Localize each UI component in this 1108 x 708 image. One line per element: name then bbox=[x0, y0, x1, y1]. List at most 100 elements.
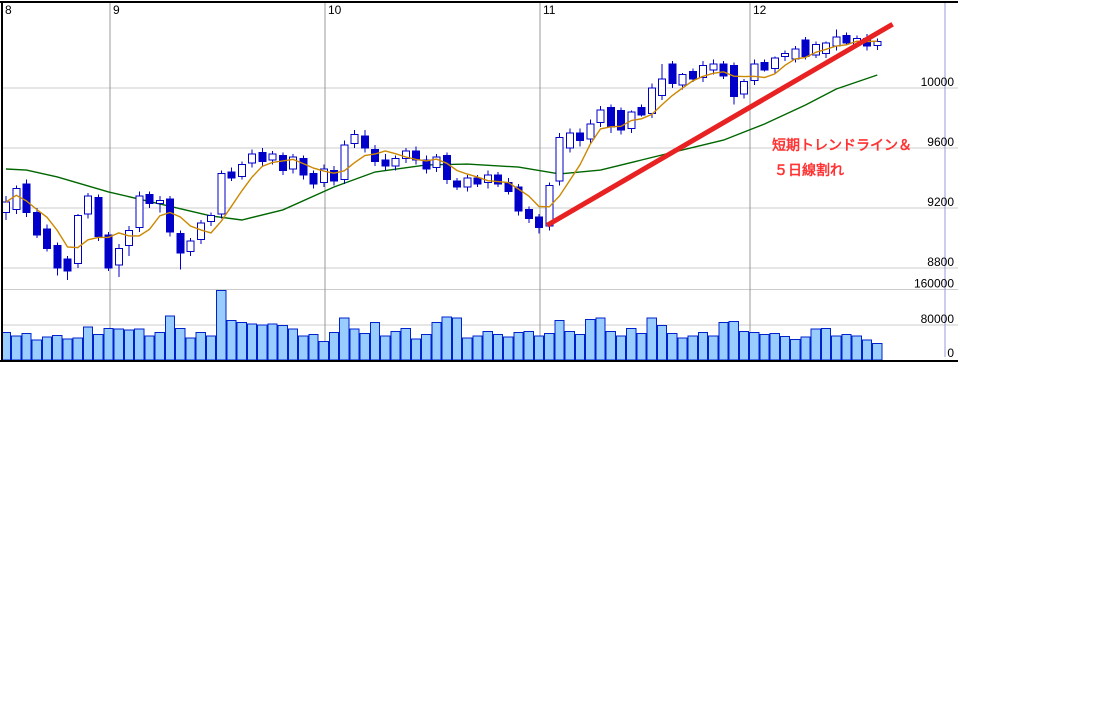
volume-axis-label: 0 bbox=[947, 346, 954, 360]
volume-bar bbox=[113, 328, 124, 361]
candle-up bbox=[73, 215, 82, 264]
volume-bar bbox=[574, 333, 586, 361]
candle-down bbox=[94, 197, 103, 237]
candle-down bbox=[514, 186, 523, 212]
volume-bar bbox=[749, 332, 760, 361]
volume-bar bbox=[216, 289, 227, 361]
volume-bar bbox=[708, 335, 719, 361]
volume-bar bbox=[831, 335, 842, 361]
volume-bar bbox=[164, 315, 176, 361]
candle-down bbox=[32, 212, 41, 236]
volume-bar bbox=[492, 333, 504, 361]
candle-up bbox=[237, 164, 246, 177]
volume-bar bbox=[31, 339, 42, 361]
volume-bar bbox=[615, 335, 627, 361]
volume-bar bbox=[11, 335, 22, 361]
trendline-annotation-line2: ５日線割れ bbox=[774, 162, 844, 178]
candle-up bbox=[463, 177, 472, 188]
candle-down bbox=[668, 63, 677, 84]
x-axis-label: 9 bbox=[113, 3, 120, 17]
candle-down bbox=[166, 198, 174, 233]
volume-bar bbox=[400, 327, 411, 361]
price-axis-label: 10000 bbox=[921, 75, 955, 89]
candle-down bbox=[381, 159, 390, 167]
volume-bar bbox=[144, 335, 155, 361]
volume-bar bbox=[564, 330, 575, 361]
candle-up bbox=[699, 65, 707, 78]
candle-up bbox=[401, 150, 410, 159]
volume-bar bbox=[544, 333, 555, 361]
candle-down bbox=[494, 174, 502, 185]
candle-down bbox=[688, 71, 697, 80]
volume-bar bbox=[605, 330, 616, 361]
candle-up bbox=[740, 80, 748, 95]
candle-up bbox=[207, 215, 215, 222]
volume-bar bbox=[308, 333, 319, 361]
volume-bar bbox=[472, 335, 483, 361]
candle-up bbox=[289, 156, 297, 170]
volume-bar bbox=[226, 319, 237, 361]
candle-down bbox=[176, 233, 185, 254]
volume-bar bbox=[554, 319, 565, 361]
volume-bar bbox=[195, 332, 206, 361]
x-axis-label: 12 bbox=[753, 3, 767, 17]
candle-down bbox=[299, 158, 308, 176]
candle-up bbox=[268, 153, 277, 161]
candle-down bbox=[360, 135, 369, 149]
ma5-line bbox=[5, 40, 878, 249]
x-axis-label: 10 bbox=[328, 3, 342, 17]
candle-down bbox=[453, 180, 461, 188]
volume-bar bbox=[257, 324, 268, 361]
candle-up bbox=[84, 195, 92, 215]
volume-bar bbox=[585, 319, 596, 361]
candle-up bbox=[432, 156, 441, 168]
volume-bar bbox=[810, 328, 821, 361]
volume-bar bbox=[636, 333, 647, 361]
candle-up bbox=[12, 188, 21, 210]
volume-bar bbox=[298, 335, 309, 361]
volume-bar bbox=[267, 323, 278, 361]
candle-up bbox=[155, 200, 164, 204]
price-axis-label: 9600 bbox=[927, 135, 954, 149]
candle-down bbox=[617, 110, 625, 131]
volume-bar bbox=[800, 336, 811, 361]
volume-bar bbox=[626, 327, 637, 361]
candle-up bbox=[186, 240, 195, 252]
candle-down bbox=[760, 62, 769, 71]
candle-down bbox=[63, 258, 72, 272]
volume-axis-label: 160000 bbox=[914, 277, 954, 291]
volume-bar bbox=[185, 337, 196, 361]
volume-bar bbox=[236, 322, 247, 361]
volume-bar bbox=[697, 332, 709, 361]
volume-bar bbox=[390, 330, 401, 361]
candle-up bbox=[2, 201, 10, 213]
candle-up bbox=[658, 78, 666, 96]
candle-down bbox=[22, 183, 31, 213]
candle-down bbox=[227, 171, 236, 179]
x-axis-label: 11 bbox=[543, 3, 556, 17]
volume-bar bbox=[861, 339, 873, 361]
volume-bar bbox=[851, 335, 862, 361]
volume-bar bbox=[462, 337, 473, 361]
candle-down bbox=[258, 152, 267, 162]
candle-down bbox=[442, 155, 451, 180]
volume-bar bbox=[359, 333, 370, 361]
price-axis-label: 8800 bbox=[927, 255, 954, 269]
volume-bar bbox=[93, 333, 104, 361]
volume-bar bbox=[451, 317, 463, 361]
volume-bar bbox=[441, 316, 452, 361]
volume-bar bbox=[154, 332, 165, 361]
candle-down bbox=[104, 234, 113, 269]
volume-bar bbox=[667, 333, 678, 361]
candle-down bbox=[576, 132, 584, 141]
volume-bar bbox=[369, 322, 381, 361]
volume-bar bbox=[277, 325, 288, 361]
candle-up bbox=[781, 53, 789, 57]
candle-up bbox=[770, 57, 779, 69]
volume-bar bbox=[872, 342, 883, 361]
candle-up bbox=[873, 41, 882, 46]
volume-bar bbox=[421, 333, 432, 361]
candle-up bbox=[586, 123, 595, 140]
candle-down bbox=[43, 228, 51, 249]
candle-down bbox=[606, 107, 615, 128]
